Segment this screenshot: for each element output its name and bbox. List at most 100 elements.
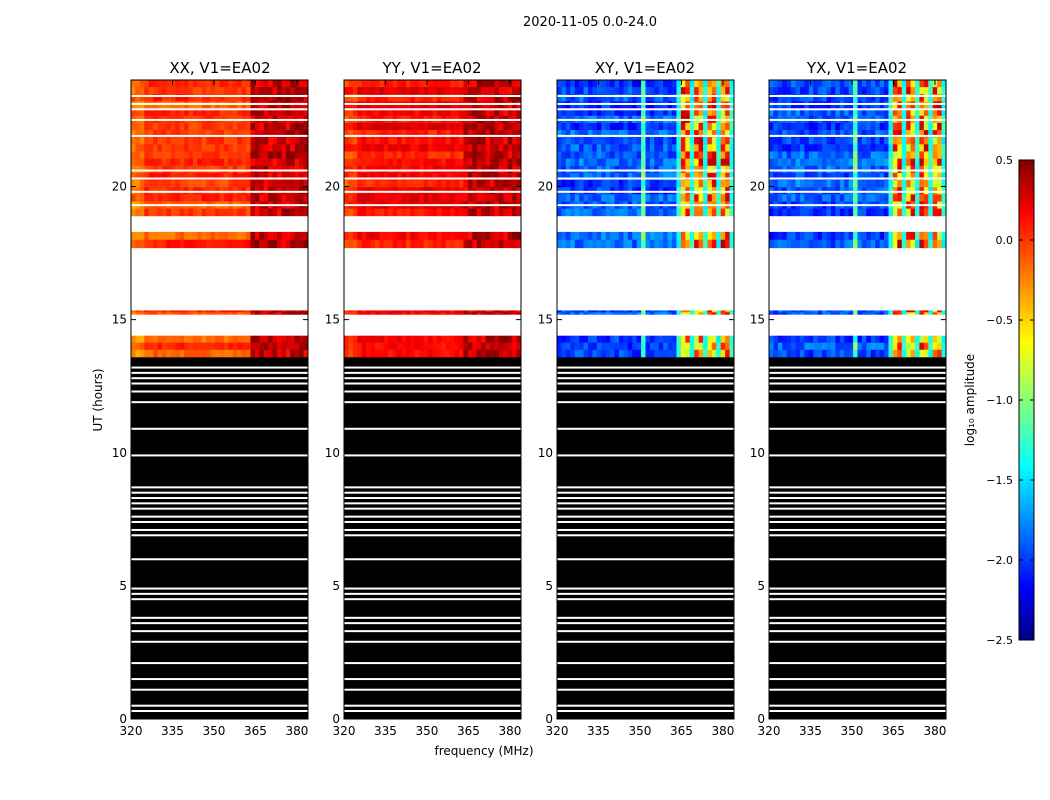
heatmap-cell [294, 151, 300, 160]
heatmap-cell [901, 151, 907, 160]
heatmap-cell [844, 101, 850, 109]
heatmap-cell [928, 137, 934, 145]
flag-line [557, 592, 734, 595]
heatmap-cell [769, 310, 774, 313]
heatmap-cell [144, 101, 150, 109]
heatmap-cell [503, 130, 509, 138]
heatmap-cell [357, 180, 363, 188]
heatmap-cell [392, 151, 398, 160]
heatmap-cell [454, 172, 460, 181]
heatmap-cell [175, 349, 181, 358]
heatmap-cell [791, 342, 796, 351]
heatmap-cell [219, 349, 225, 358]
heatmap-cell [808, 208, 814, 217]
heatmap-cell [853, 194, 858, 202]
heatmap-cell [857, 239, 863, 249]
heatmap-cell [432, 231, 438, 241]
heatmap-cell [490, 87, 495, 95]
heatmap-cell [254, 87, 260, 95]
heatmap-cell [570, 108, 576, 117]
flag-line [557, 382, 734, 385]
heatmap-cell [268, 94, 273, 102]
heatmap-cell [410, 342, 416, 351]
heatmap-cell [184, 180, 189, 188]
heatmap-cell [923, 158, 929, 167]
heatmap-cell [410, 158, 416, 167]
heatmap-cell [428, 80, 433, 88]
heatmap-cell [574, 335, 580, 344]
heatmap-cell [348, 144, 354, 152]
x-tick-label: 335 [587, 724, 610, 738]
heatmap-cell [383, 239, 389, 249]
heatmap-cell [680, 80, 686, 88]
heatmap-cell [348, 158, 354, 167]
heatmap-cell [901, 137, 907, 145]
heatmap-cell [587, 172, 593, 181]
heatmap-cell [392, 101, 398, 109]
flag-line [344, 534, 521, 537]
heatmap-cell [153, 342, 158, 351]
heatmap-cell [649, 194, 655, 202]
heatmap-cell [250, 335, 256, 344]
heatmap-cell [861, 122, 867, 131]
heatmap-cell [383, 158, 389, 167]
heatmap-cell [707, 172, 713, 181]
heatmap-cell [268, 208, 273, 217]
heatmap-cell [197, 208, 203, 217]
heatmap-cell [830, 94, 836, 102]
heatmap-cell [884, 194, 889, 202]
heatmap-cell [206, 180, 212, 188]
y-tick-label: 20 [750, 180, 765, 194]
heatmap-cell [419, 137, 425, 145]
heatmap-cell [285, 151, 291, 160]
heatmap-cell [587, 312, 593, 315]
heatmap-cell [219, 231, 225, 241]
heatmap-cell [401, 80, 407, 88]
heatmap-cell [583, 312, 589, 315]
heatmap-cell [716, 180, 722, 188]
heatmap-cell [614, 312, 620, 315]
heatmap-cell [614, 208, 620, 217]
flag-line [769, 169, 946, 172]
heatmap-cell [698, 108, 704, 117]
heatmap-cell [157, 122, 163, 131]
heatmap-cell [228, 342, 234, 351]
heatmap-cell [848, 87, 854, 95]
heatmap-cell [161, 208, 167, 217]
heatmap-cell [432, 349, 438, 358]
flag-line [557, 102, 734, 105]
heatmap-cell [698, 158, 704, 167]
heatmap-cell [680, 342, 686, 351]
heatmap-cell [711, 101, 717, 109]
heatmap-cell [910, 122, 916, 131]
heatmap-cell [848, 80, 854, 88]
heatmap-cell [680, 180, 686, 188]
heatmap-cell [498, 130, 504, 138]
heatmap-cell [188, 208, 194, 217]
heatmap-cell [131, 137, 136, 145]
heatmap-cell [618, 310, 624, 313]
heatmap-cell [884, 158, 889, 167]
heatmap-cell [579, 94, 584, 102]
heatmap-cell [285, 172, 291, 181]
heatmap-cell [592, 231, 598, 241]
heatmap-cell [923, 87, 929, 95]
heatmap-cell [649, 158, 655, 167]
heatmap-cell [561, 231, 567, 241]
heatmap-cell [157, 312, 163, 315]
heatmap-cell [565, 342, 571, 351]
heatmap-cell [707, 310, 713, 313]
heatmap-cell [716, 310, 722, 313]
heatmap-cell [610, 231, 615, 241]
heatmap-cell [839, 80, 845, 88]
heatmap-cell [919, 239, 925, 249]
heatmap-cell [879, 130, 885, 138]
heatmap-cell [915, 239, 920, 249]
heatmap-cell [672, 180, 677, 188]
heatmap-cell [941, 80, 947, 88]
heatmap-cell [379, 349, 385, 358]
heatmap-cell [246, 122, 251, 131]
heatmap-cell [636, 130, 642, 138]
heatmap-cell [272, 108, 278, 117]
heatmap-cell [641, 137, 646, 145]
